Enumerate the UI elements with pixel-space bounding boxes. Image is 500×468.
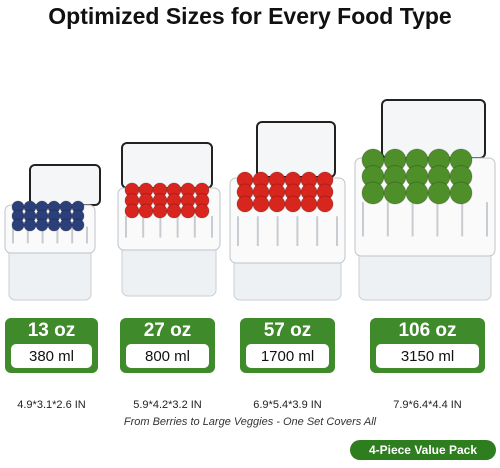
volume-ml-box xyxy=(246,344,329,368)
volume-oz: 27 oz xyxy=(144,320,192,341)
food xyxy=(35,218,49,232)
volume-ml-box xyxy=(376,344,479,368)
food xyxy=(11,218,25,232)
lid xyxy=(29,164,101,206)
volume-ml: 800 ml xyxy=(145,348,190,365)
badge-text: 4-Piece Value Pack xyxy=(369,443,477,457)
food xyxy=(405,181,429,205)
food xyxy=(152,203,168,219)
volume-ml-box xyxy=(11,344,92,368)
food xyxy=(383,181,407,205)
badge-bg xyxy=(350,440,496,460)
food xyxy=(47,218,61,232)
dimensions: 6.9*5.4*3.9 IN xyxy=(253,399,322,411)
food xyxy=(23,218,37,232)
food xyxy=(427,181,451,205)
tagline: From Berries to Large Veggies - One Set … xyxy=(124,416,377,428)
food xyxy=(300,195,318,213)
food xyxy=(166,203,182,219)
title: Optimized Sizes for Every Food Type xyxy=(48,3,451,29)
volume-oz: 57 oz xyxy=(264,320,312,341)
food xyxy=(252,195,270,213)
volume-ml: 3150 ml xyxy=(401,348,454,365)
volume-ml-box xyxy=(126,344,209,368)
food xyxy=(124,203,140,219)
food xyxy=(449,181,473,205)
food xyxy=(194,203,210,219)
lid xyxy=(121,142,213,189)
dimensions: 5.9*4.2*3.2 IN xyxy=(133,399,202,411)
dimensions: 7.9*6.4*4.4 IN xyxy=(393,399,462,411)
food xyxy=(361,181,385,205)
food xyxy=(71,218,85,232)
food xyxy=(284,195,302,213)
food xyxy=(268,195,286,213)
dimensions: 4.9*3.1*2.6 IN xyxy=(17,399,86,411)
food xyxy=(138,203,154,219)
food xyxy=(59,218,73,232)
food xyxy=(180,203,196,219)
volume-oz: 13 oz xyxy=(28,320,76,341)
volume-ml: 1700 ml xyxy=(261,348,314,365)
food xyxy=(236,195,254,213)
volume-oz: 106 oz xyxy=(398,320,456,341)
lid xyxy=(256,121,336,178)
food xyxy=(316,195,334,213)
volume-ml: 380 ml xyxy=(29,348,74,365)
